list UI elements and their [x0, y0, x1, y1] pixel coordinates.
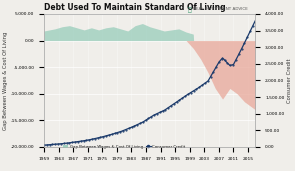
Y-axis label: Consumer Credit: Consumer Credit [286, 58, 291, 103]
Y-axis label: Gap Between Wages & Cost Of Living: Gap Between Wages & Cost Of Living [4, 31, 9, 130]
Text: REAL INVESTMENT ADVICE: REAL INVESTMENT ADVICE [193, 7, 248, 11]
Legend: Gap Between Wages & Cost Of Living, Consumer Credit: Gap Between Wages & Cost Of Living, Cons… [62, 143, 187, 150]
Text: 🛡: 🛡 [187, 8, 191, 13]
Text: Debt Used To Maintain Standard Of Living: Debt Used To Maintain Standard Of Living [44, 3, 226, 12]
